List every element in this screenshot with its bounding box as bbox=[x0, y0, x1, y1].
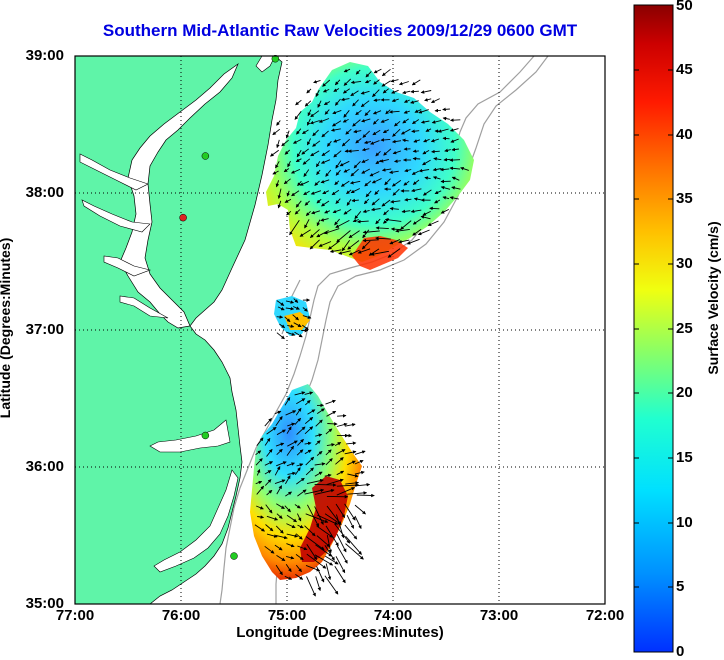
velocity-arrow bbox=[450, 160, 460, 161]
velocity-arrow bbox=[357, 495, 374, 496]
y-tick-label: 39:00 bbox=[2, 47, 64, 64]
x-tick-label: 73:00 bbox=[469, 607, 529, 624]
x-tick-label: 76:00 bbox=[151, 607, 211, 624]
radar-station-marker bbox=[202, 432, 209, 439]
x-tick-label: 75:00 bbox=[257, 607, 317, 624]
velocity-arrow bbox=[435, 110, 441, 111]
radar-station-marker bbox=[202, 153, 209, 160]
colorbar-tick-label: 45 bbox=[676, 61, 716, 78]
x-tick-label: 74:00 bbox=[363, 607, 423, 624]
colorbar-tick-label: 5 bbox=[676, 578, 716, 595]
velocity-arrow bbox=[327, 424, 337, 425]
colorbar-tick-label: 40 bbox=[676, 126, 716, 143]
y-tick-label: 36:00 bbox=[2, 458, 64, 475]
x-tick-label: 72:00 bbox=[575, 607, 635, 624]
radar-station-marker bbox=[231, 553, 238, 560]
velocity-arrow bbox=[443, 138, 449, 139]
velocity-arrow bbox=[432, 151, 440, 152]
colorbar-tick-label: 0 bbox=[676, 643, 716, 660]
velocity-arrow bbox=[443, 109, 450, 110]
velocity-arrow bbox=[413, 151, 419, 152]
colorbar-label: Surface Velocity (cm/s) bbox=[705, 198, 721, 398]
radar-station-marker bbox=[180, 214, 187, 221]
velocity-arrow bbox=[337, 416, 346, 417]
colorbar-tick-label: 50 bbox=[676, 0, 716, 14]
y-axis-label: Latitude (Degrees:Minutes) bbox=[0, 228, 13, 428]
colorbar-tick-label: 10 bbox=[676, 514, 716, 531]
colorbar-tick-label: 15 bbox=[676, 449, 716, 466]
colorbar bbox=[634, 5, 673, 652]
velocity-arrow bbox=[411, 91, 419, 92]
x-axis-label: Longitude (Degrees:Minutes) bbox=[180, 624, 500, 641]
velocity-arrow bbox=[277, 317, 283, 318]
velocity-arrow bbox=[430, 208, 440, 209]
velocity-arrow bbox=[451, 120, 461, 121]
x-tick-label: 77:00 bbox=[45, 607, 105, 624]
velocity-arrow bbox=[413, 159, 420, 160]
y-tick-label: 38:00 bbox=[2, 184, 64, 201]
